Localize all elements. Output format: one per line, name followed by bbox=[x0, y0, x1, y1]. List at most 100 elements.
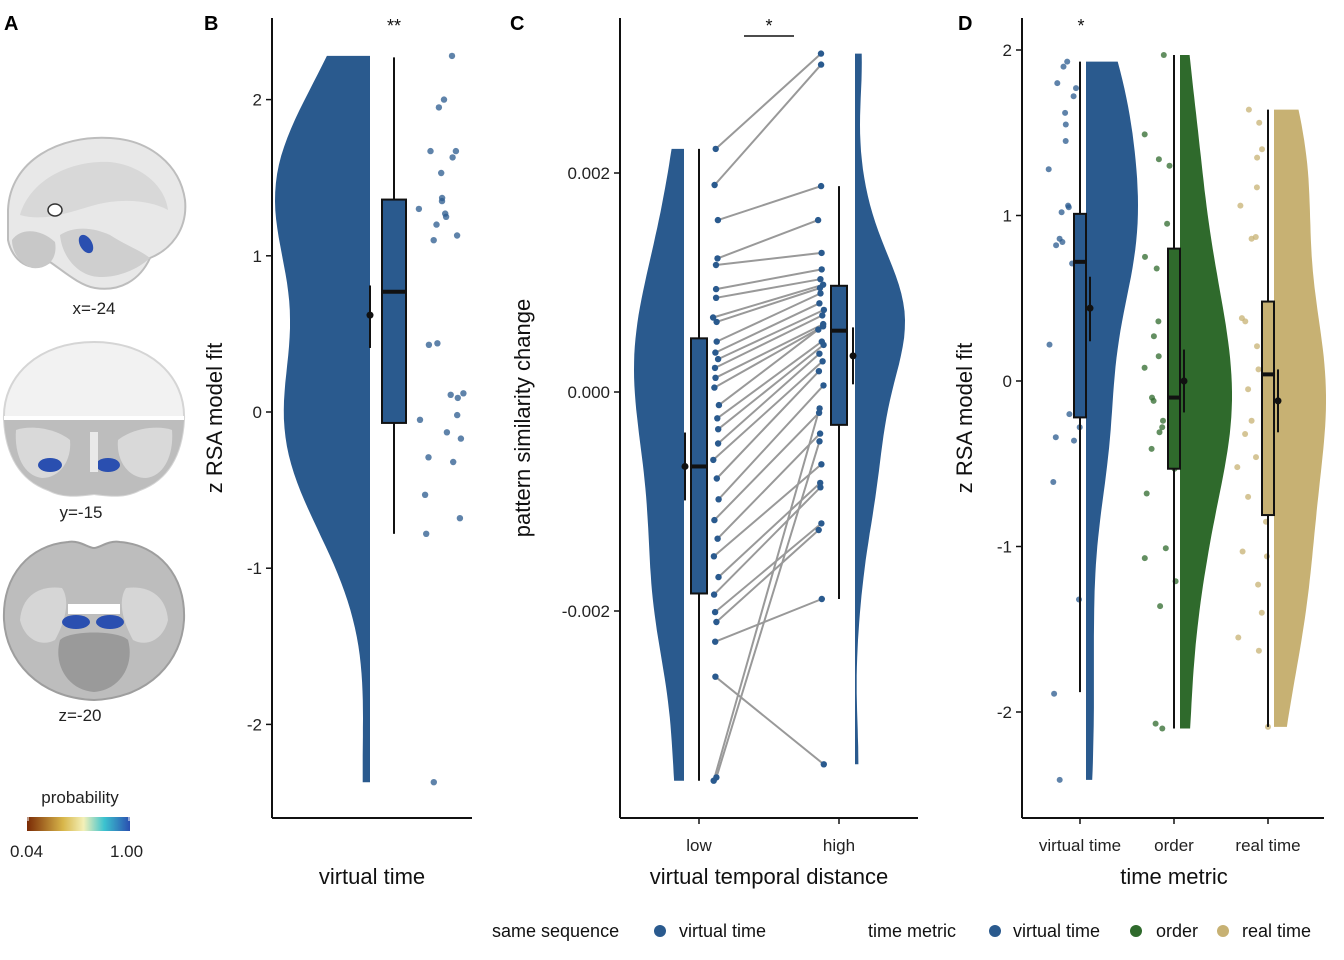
data-point-low bbox=[712, 261, 720, 269]
significance-marker: * bbox=[765, 16, 772, 36]
brain-slice-label-x: x=-24 bbox=[73, 299, 116, 318]
y-tick-label: 2 bbox=[1003, 41, 1012, 60]
y-axis-title: z RSA model fit bbox=[952, 343, 977, 493]
data-point bbox=[1245, 493, 1252, 500]
data-point bbox=[1255, 366, 1262, 373]
data-point-high bbox=[818, 520, 825, 527]
data-point bbox=[1160, 52, 1167, 58]
data-point bbox=[1064, 58, 1071, 65]
data-point bbox=[1156, 429, 1163, 436]
data-point-low bbox=[712, 145, 719, 153]
data-point bbox=[443, 429, 451, 436]
data-point bbox=[1060, 63, 1067, 70]
data-point bbox=[442, 213, 450, 220]
data-point-low bbox=[715, 426, 722, 433]
pair-line bbox=[712, 360, 824, 461]
data-point-low bbox=[711, 516, 718, 524]
data-point bbox=[457, 435, 465, 442]
legend-label-real-time: real time bbox=[1242, 921, 1311, 941]
data-point-high bbox=[816, 438, 823, 445]
data-point bbox=[430, 779, 437, 786]
data-point-low bbox=[712, 638, 719, 645]
panel-label-a: A bbox=[4, 13, 18, 35]
y-axis-title: z RSA model fit bbox=[202, 343, 227, 493]
y-tick-label: 0 bbox=[253, 403, 262, 422]
data-point bbox=[1265, 723, 1271, 730]
pair-line bbox=[715, 278, 821, 299]
pair-line bbox=[717, 185, 822, 222]
data-point-low bbox=[713, 618, 720, 626]
box-iqr bbox=[830, 284, 848, 426]
x-axis-title: virtual temporal distance bbox=[650, 864, 888, 889]
data-point-high bbox=[820, 341, 827, 349]
data-point bbox=[1242, 318, 1249, 325]
data-point-low bbox=[713, 318, 720, 326]
data-point-low bbox=[712, 673, 719, 680]
y-tick-label: -1 bbox=[997, 538, 1012, 557]
data-point bbox=[1159, 424, 1166, 431]
panel-label-d: D bbox=[958, 13, 972, 35]
legend-swatch-virtual-time bbox=[989, 925, 1001, 937]
data-point-low bbox=[713, 338, 720, 345]
brain-slice-coronal bbox=[2, 340, 186, 497]
data-point bbox=[1141, 555, 1148, 562]
data-point-high bbox=[817, 290, 824, 297]
data-point bbox=[447, 391, 454, 398]
data-point bbox=[456, 515, 464, 522]
data-point-low bbox=[714, 415, 721, 422]
data-point bbox=[1234, 464, 1241, 471]
data-point bbox=[1141, 364, 1148, 371]
mean-point bbox=[1180, 377, 1188, 385]
box-iqr bbox=[381, 198, 407, 424]
data-point bbox=[1245, 386, 1252, 393]
data-point bbox=[1153, 265, 1160, 272]
colorbar bbox=[27, 817, 130, 831]
data-point-low bbox=[712, 374, 719, 381]
data-point bbox=[1150, 333, 1157, 340]
data-point-high bbox=[818, 266, 825, 273]
data-point bbox=[1062, 138, 1069, 144]
y-tick-label: -2 bbox=[997, 703, 1012, 722]
data-point bbox=[1150, 397, 1157, 404]
pair-line bbox=[715, 529, 820, 623]
pair-line bbox=[714, 675, 825, 766]
brain-slice-label-y: y=-15 bbox=[60, 503, 103, 522]
data-point-low bbox=[714, 216, 722, 224]
data-point bbox=[448, 52, 456, 60]
violin-half bbox=[275, 55, 370, 783]
y-tick-label: 0.002 bbox=[567, 164, 610, 183]
data-point-high bbox=[816, 350, 823, 357]
data-point-high bbox=[818, 595, 825, 603]
data-point bbox=[438, 197, 446, 205]
data-point bbox=[1066, 411, 1073, 418]
data-point bbox=[427, 147, 434, 155]
data-point bbox=[1155, 156, 1162, 163]
data-point bbox=[440, 96, 448, 103]
data-point bbox=[1065, 204, 1072, 211]
data-point bbox=[1071, 437, 1077, 444]
data-point bbox=[1052, 434, 1059, 441]
data-point bbox=[1148, 445, 1155, 452]
data-point bbox=[453, 232, 461, 239]
data-point-high bbox=[819, 358, 826, 365]
data-point-high bbox=[820, 382, 827, 389]
data-point bbox=[1062, 121, 1069, 128]
legend-swatch-real-time bbox=[1217, 925, 1229, 937]
pair-line bbox=[717, 308, 825, 361]
data-point bbox=[416, 416, 424, 423]
brain-slice-axial bbox=[2, 540, 186, 702]
data-point-low bbox=[710, 591, 718, 598]
data-point bbox=[1259, 146, 1265, 153]
data-point bbox=[1162, 545, 1169, 552]
data-point bbox=[1053, 242, 1060, 249]
data-point bbox=[434, 340, 441, 347]
y-tick-label: 2 bbox=[253, 91, 262, 110]
box-iqr bbox=[1261, 300, 1275, 517]
data-point bbox=[430, 237, 437, 244]
data-point-low bbox=[712, 285, 720, 293]
data-point bbox=[1058, 209, 1065, 216]
data-point-low bbox=[710, 553, 718, 560]
data-point-high bbox=[816, 300, 823, 307]
data-point bbox=[1160, 417, 1166, 424]
data-point-high bbox=[817, 50, 825, 57]
